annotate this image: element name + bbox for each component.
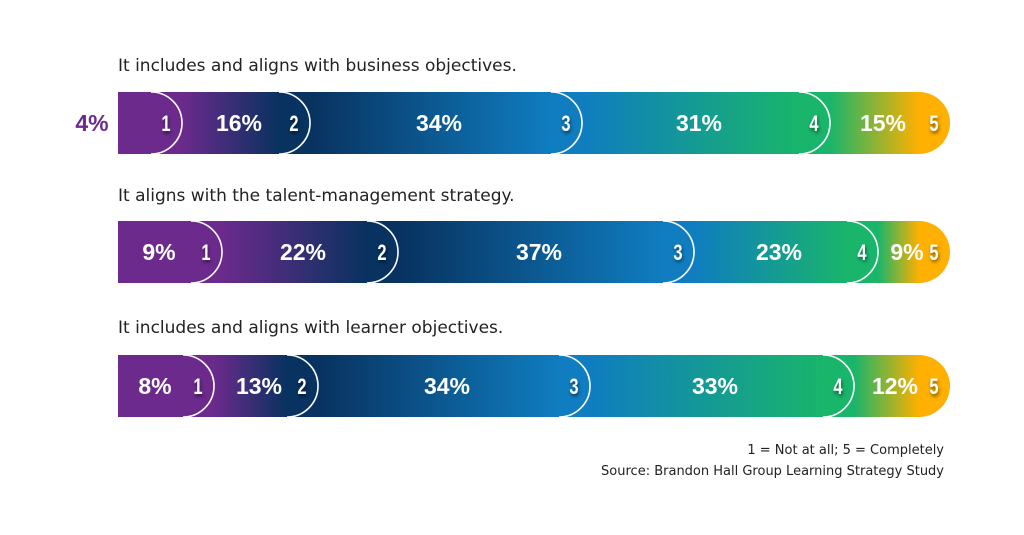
segment-divider — [846, 220, 879, 284]
segment-divider — [286, 354, 319, 418]
value-label: 8% — [138, 373, 171, 399]
value-label: 22% — [280, 239, 326, 265]
scale-number-label: 3 — [569, 375, 578, 400]
segment-divider — [798, 91, 831, 155]
bar-row-3 — [118, 354, 950, 418]
scale-number-label: 2 — [289, 112, 298, 137]
value-label: 34% — [416, 110, 462, 136]
scale-note: 1 = Not at all; 5 = Completely — [747, 443, 944, 458]
value-label: 37% — [516, 239, 562, 265]
value-label: 4% — [75, 110, 108, 136]
value-label: 16% — [216, 110, 262, 136]
segment-divider — [366, 220, 399, 284]
bar-segment-1 — [118, 92, 182, 154]
bar-segment-1 — [118, 355, 214, 417]
segment-divider — [190, 220, 223, 284]
scale-number-label: 5 — [929, 375, 938, 400]
segment-divider — [182, 354, 215, 418]
scale-number-label: 3 — [561, 112, 570, 137]
value-label: 15% — [860, 110, 906, 136]
scale-number-label: 4 — [833, 375, 842, 400]
scale-number-label: 2 — [297, 375, 306, 400]
value-label: 13% — [236, 373, 282, 399]
segment-divider — [558, 354, 591, 418]
value-label: 9% — [890, 239, 923, 265]
bar-row-1 — [118, 91, 950, 155]
row-title-2: It aligns with the talent-management str… — [118, 186, 515, 206]
bar-segment-1 — [118, 221, 222, 283]
scale-number-label: 1 — [193, 375, 202, 400]
scale-number-label: 1 — [161, 112, 170, 137]
scale-number-label: 5 — [929, 241, 938, 266]
segment-divider — [150, 91, 183, 155]
value-label: 23% — [756, 239, 802, 265]
scale-number-label: 4 — [857, 241, 866, 266]
value-label: 34% — [424, 373, 470, 399]
scale-number-label: 4 — [809, 112, 818, 137]
bar-row-2 — [118, 220, 950, 284]
scale-number-label: 1 — [201, 241, 210, 266]
value-label: 9% — [142, 239, 175, 265]
segment-divider — [550, 91, 583, 155]
segment-divider — [278, 91, 311, 155]
segment-divider — [662, 220, 695, 284]
source-note: Source: Brandon Hall Group Learning Stra… — [601, 464, 944, 479]
scale-number-label: 5 — [929, 112, 938, 137]
value-label: 31% — [676, 110, 722, 136]
value-label: 12% — [872, 373, 918, 399]
scale-number-label: 3 — [673, 241, 682, 266]
value-label: 33% — [692, 373, 738, 399]
row-title-3: It includes and aligns with learner obje… — [118, 318, 504, 338]
segment-divider — [822, 354, 855, 418]
scale-number-label: 2 — [377, 241, 386, 266]
row-title-1: It includes and aligns with business obj… — [118, 56, 517, 76]
